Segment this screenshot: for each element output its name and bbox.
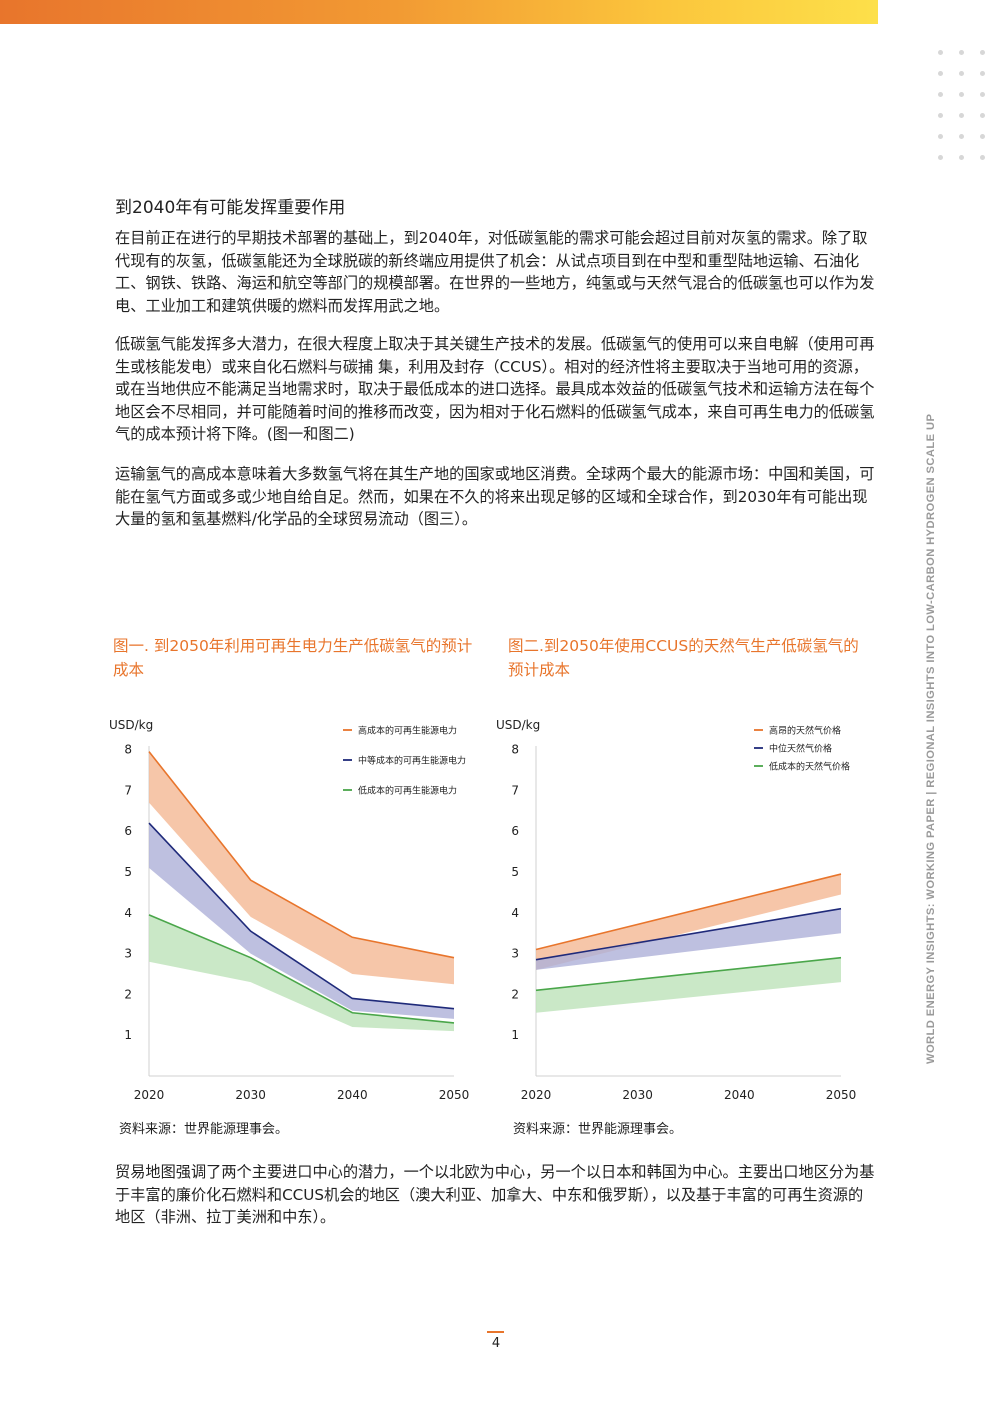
y-tick-label: 1 bbox=[124, 1028, 132, 1042]
legend-label-2: 中位天然气价格 bbox=[769, 743, 832, 755]
y-tick-label: 6 bbox=[124, 824, 132, 838]
y-tick-label: 7 bbox=[511, 783, 519, 797]
decorative-dot bbox=[938, 50, 943, 55]
series-line-1 bbox=[148, 751, 455, 959]
page-number-accent bbox=[487, 1331, 504, 1333]
y-tick-label: 6 bbox=[511, 824, 519, 838]
legend-label-2: 中等成本的可再生能源电力 bbox=[358, 755, 466, 767]
decorative-dot bbox=[938, 113, 943, 118]
decorative-dot bbox=[959, 155, 964, 160]
x-tick-label: 2040 bbox=[337, 1088, 368, 1102]
series-line-2 bbox=[148, 822, 455, 1010]
series-line-3 bbox=[148, 914, 455, 1024]
decorative-dot bbox=[959, 71, 964, 76]
header-gradient-bar bbox=[0, 0, 878, 24]
decorative-dot bbox=[938, 155, 943, 160]
x-tick-label: 2040 bbox=[724, 1088, 755, 1102]
decorative-dot bbox=[980, 134, 985, 139]
y-tick-label: 3 bbox=[124, 947, 132, 961]
figure-2-source: 资料来源：世界能源理事会。 bbox=[513, 1122, 683, 1137]
x-tick-label: 2030 bbox=[622, 1088, 653, 1102]
legend-label-3: 低成本的可再生能源电力 bbox=[358, 785, 457, 797]
side-running-title: WORLD ENERGY INSIGHTS: WORKING PAPER | R… bbox=[925, 413, 937, 1064]
series-band-2 bbox=[149, 823, 454, 1019]
x-tick-label: 2020 bbox=[134, 1088, 165, 1102]
body-paragraph-3: 运输氢气的高成本意味着大多数氢气将在其生产地的国家或地区消费。全球两个最大的能源… bbox=[115, 465, 875, 529]
y-tick-label: 2 bbox=[511, 987, 519, 1001]
y-tick-label: 8 bbox=[511, 743, 519, 757]
figure-1-chart: USD/kg 1 2 3 4 5 6 7 8 2020 2030 2040 2050 高成本的可再生能源电… bbox=[109, 718, 470, 1102]
series-band-1 bbox=[149, 751, 454, 985]
decorative-dot bbox=[980, 71, 985, 76]
decorative-dot bbox=[938, 134, 943, 139]
decorative-dot bbox=[959, 92, 964, 97]
y-tick-label: 1 bbox=[511, 1028, 519, 1042]
legend-label-1: 高昂的天然气价格 bbox=[769, 725, 841, 737]
y-tick-label: 8 bbox=[124, 743, 132, 757]
x-tick-label: 2020 bbox=[521, 1088, 552, 1102]
y-axis-label: USD/kg bbox=[496, 718, 540, 732]
decorative-dot bbox=[980, 113, 985, 118]
decorative-dot bbox=[938, 92, 943, 97]
decorative-dot bbox=[938, 71, 943, 76]
series-band-3 bbox=[149, 914, 454, 1032]
series-line-2 bbox=[535, 907, 842, 961]
decorative-dot-grid bbox=[938, 50, 988, 165]
series-band-3 bbox=[536, 957, 841, 1013]
y-tick-label: 3 bbox=[511, 947, 519, 961]
decorative-dot bbox=[959, 113, 964, 118]
series-line-3 bbox=[535, 956, 842, 992]
figure-1-title: 图一. 到2050年利用可再生电力生产低碳氢气的预计成本 bbox=[113, 637, 473, 679]
page-number: 4 bbox=[491, 1336, 501, 1351]
y-tick-label: 4 bbox=[124, 906, 132, 920]
decorative-dot bbox=[959, 134, 964, 139]
legend-label-1: 高成本的可再生能源电力 bbox=[358, 725, 457, 737]
y-tick-label: 5 bbox=[124, 865, 132, 879]
figure-2-title: 图二.到2050年使用CCUS的天然气生产低碳氢气的预计成本 bbox=[508, 637, 859, 679]
decorative-dot bbox=[980, 155, 985, 160]
series-band-1 bbox=[536, 874, 841, 970]
section-heading: 到2040年有可能发挥重要作用 bbox=[115, 198, 346, 218]
legend-label-3: 低成本的天然气价格 bbox=[769, 761, 850, 773]
y-tick-label: 4 bbox=[511, 906, 519, 920]
x-tick-label: 2050 bbox=[439, 1088, 470, 1102]
figure-2-chart: USD/kg 1 2 3 4 5 6 7 8 2020 2030 2040 2050 高昂的天然气价格中位… bbox=[496, 718, 857, 1102]
series-line-1 bbox=[535, 873, 842, 951]
y-tick-label: 5 bbox=[511, 865, 519, 879]
y-tick-label: 2 bbox=[124, 987, 132, 1001]
x-tick-label: 2030 bbox=[235, 1088, 266, 1102]
body-paragraph-1: 在目前正在进行的早期技术部署的基础上，到2040年，对低碳氢能的需求可能会超过目… bbox=[115, 229, 875, 315]
x-tick-label: 2050 bbox=[826, 1088, 857, 1102]
body-paragraph-4: 贸易地图强调了两个主要进口中心的潜力，一个以北欧为中心，另一个以日本和韩国为中心… bbox=[115, 1163, 875, 1227]
series-band-2 bbox=[536, 908, 841, 970]
figure-1-source: 资料来源：世界能源理事会。 bbox=[119, 1122, 289, 1137]
body-paragraph-2: 低碳氢气能发挥多大潜力，在很大程度上取决于其关键生产技术的发展。低碳氢气的使用可… bbox=[115, 335, 875, 444]
y-tick-label: 7 bbox=[124, 783, 132, 797]
decorative-dot bbox=[980, 92, 985, 97]
decorative-dot bbox=[959, 50, 964, 55]
y-axis-label: USD/kg bbox=[109, 718, 153, 732]
decorative-dot bbox=[980, 50, 985, 55]
